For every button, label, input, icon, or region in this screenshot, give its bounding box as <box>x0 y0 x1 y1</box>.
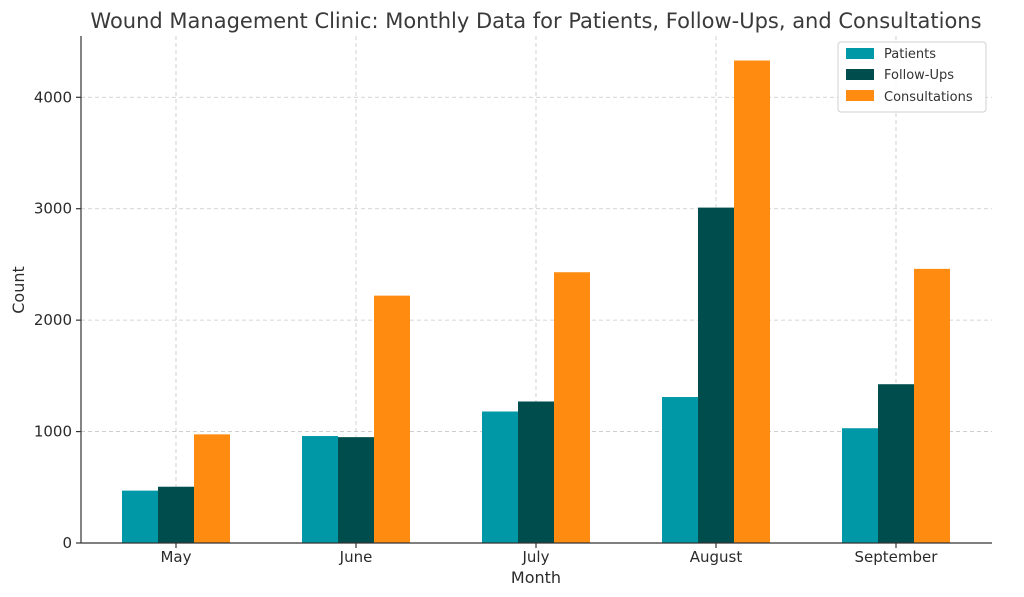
bar-follow-ups-july <box>518 401 554 543</box>
x-tick-label: August <box>690 548 743 566</box>
legend-frame <box>837 41 987 113</box>
bar-consultations-june <box>374 295 410 543</box>
bar-patients-august <box>662 397 698 543</box>
bar-follow-ups-september <box>878 384 914 543</box>
y-tick-label: 3000 <box>34 200 72 218</box>
legend-label-consultations: Consultations <box>884 90 973 105</box>
bar-follow-ups-may <box>158 486 194 543</box>
bar-consultations-may <box>194 434 230 543</box>
bar-patients-may <box>122 490 158 543</box>
legend-swatch-follow-ups <box>846 69 874 80</box>
x-tick-label: May <box>160 548 191 566</box>
bar-consultations-july <box>554 272 590 543</box>
x-tick-label: July <box>522 548 550 566</box>
legend-label-patients: Patients <box>884 47 936 62</box>
bar-patients-june <box>302 436 338 543</box>
legend: Patients Follow-Ups Consultations <box>837 41 987 113</box>
tick-labels: 0 1000 2000 3000 4000 May June July August Septem… <box>34 88 938 566</box>
legend-label-follow-ups: Follow-Ups <box>884 68 954 83</box>
x-tick-label: June <box>339 548 373 566</box>
axes <box>76 36 992 548</box>
y-tick-label: 0 <box>62 534 72 552</box>
y-tick-label: 2000 <box>34 311 72 329</box>
x-tick-label: September <box>855 548 939 566</box>
x-axis-label: Month <box>511 568 561 587</box>
y-axis-label: Count <box>9 266 28 314</box>
y-tick-label: 4000 <box>34 88 72 106</box>
legend-swatch-patients <box>846 48 874 59</box>
bar-follow-ups-august <box>698 207 734 543</box>
bar-patients-september <box>842 428 878 543</box>
bar-patients-july <box>482 411 518 543</box>
bar-follow-ups-june <box>338 437 374 543</box>
chart-title: Wound Management Clinic: Monthly Data fo… <box>90 9 981 33</box>
y-tick-label: 1000 <box>34 423 72 441</box>
bar-consultations-september <box>914 268 950 543</box>
bars <box>122 60 950 544</box>
bar-consultations-august <box>734 60 770 544</box>
legend-swatch-consultations <box>846 90 874 101</box>
